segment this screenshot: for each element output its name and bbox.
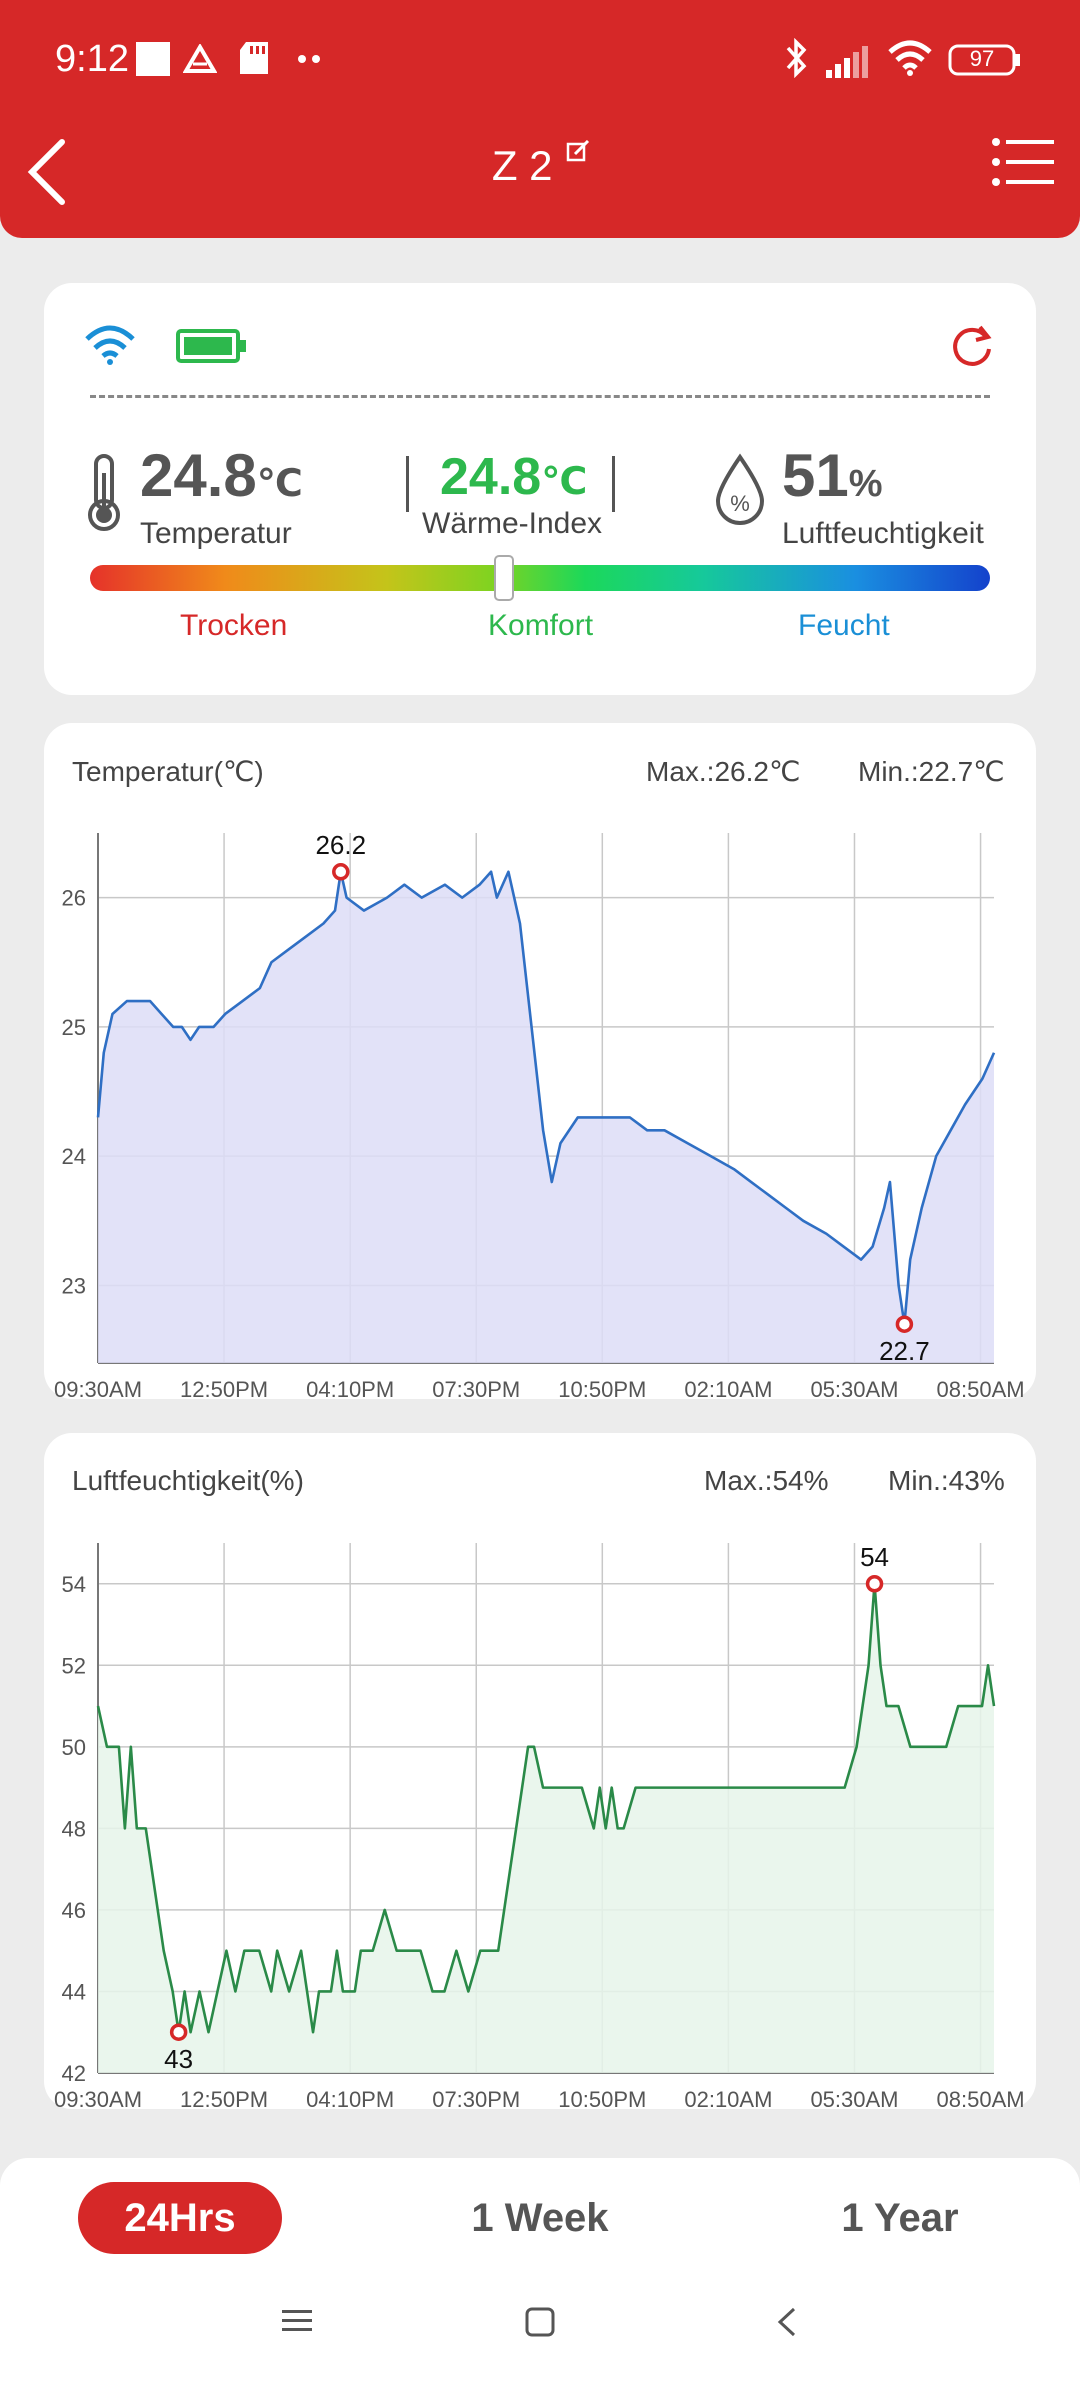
min-label: 43 — [164, 2044, 193, 2074]
y-tick-label: 44 — [62, 1979, 86, 2004]
separator — [406, 456, 409, 512]
max-label: 26.2 — [315, 830, 366, 860]
tab-24hrs[interactable]: 24Hrs — [78, 2182, 282, 2254]
drive-icon — [182, 43, 218, 79]
x-tick-label: 04:10PM — [306, 1377, 394, 1399]
humidity-chart-card: Luftfeuchtigkeit(%) Max.:54% Min.:43% 09… — [44, 1433, 1036, 2109]
x-tick-label: 12:50PM — [180, 2087, 268, 2109]
humidity-chart: 09:30AM 12:50PM 04:10PM 07:30PM 10:50PM 02:10… — [54, 1542, 1025, 2109]
tab-1-week[interactable]: 1 Week — [471, 2196, 609, 2240]
battery-level: 97 — [969, 46, 995, 71]
y-tick-label: 24 — [62, 1144, 86, 1169]
separator — [612, 456, 615, 512]
page-title-text: Z 2 — [491, 142, 553, 189]
scale-label-dry: Trocken — [180, 609, 288, 642]
dots-icon — [298, 52, 322, 70]
chart-min: Min.:22.7℃ — [858, 756, 1005, 787]
edit-icon[interactable] — [566, 126, 590, 173]
humidity-value: 51% — [782, 442, 883, 509]
humidity-label: Luftfeuchtigkeit — [782, 517, 984, 550]
y-tick-label: 54 — [62, 1572, 86, 1597]
max-label: 54 — [860, 1542, 889, 1572]
thermometer-icon — [84, 453, 124, 538]
temperature-chart: 09:30AM 12:50PM 04:10PM 07:30PM 10:50PM 02:10… — [54, 830, 1025, 1399]
back-arrow-icon[interactable] — [22, 132, 72, 217]
y-tick-label: 25 — [62, 1015, 86, 1040]
chart-title: Temperatur(℃) — [72, 756, 264, 787]
y-tick-label: 52 — [62, 1653, 86, 1678]
min-marker — [895, 1315, 914, 1333]
bluetooth-icon — [782, 37, 810, 83]
y-tick-label: 23 — [62, 1273, 86, 1298]
home-icon[interactable] — [524, 2306, 556, 2343]
temperature-chart-card: Temperatur(℃) Max.:26.2℃ Min.:22.7℃ 09:3… — [44, 723, 1036, 1399]
humidity-drop-icon: % — [712, 453, 768, 534]
y-tick-label: 42 — [62, 2061, 86, 2086]
heat-index-value: 24.8℃ — [440, 448, 588, 506]
y-tick-label: 48 — [62, 1816, 86, 1841]
menu-icon[interactable] — [280, 2306, 314, 2341]
series-line — [96, 1582, 996, 2034]
svg-text:%: % — [730, 491, 750, 516]
x-tick-label: 10:50PM — [558, 1377, 646, 1399]
x-tick-label: 02:10AM — [684, 1377, 772, 1399]
tab-1-year[interactable]: 1 Year — [841, 2196, 959, 2240]
y-tick-label: 50 — [62, 1735, 86, 1760]
x-tick-label: 10:50PM — [558, 2087, 646, 2109]
wifi-icon — [888, 40, 932, 81]
scale-label-comfort: Komfort — [488, 609, 594, 642]
back-icon[interactable] — [774, 2306, 800, 2343]
x-tick-label: 05:30AM — [810, 2087, 898, 2109]
series-area — [98, 1583, 994, 2073]
status-time: 9:12 — [55, 38, 129, 80]
scale-label-humid: Feucht — [798, 609, 890, 642]
range-tab-bar: 24Hrs 1 Week 1 Year — [0, 2158, 1080, 2400]
x-tick-label: 02:10AM — [684, 2087, 772, 2109]
chart-min: Min.:43% — [888, 1465, 1005, 1496]
x-tick-label: 07:30PM — [432, 1377, 520, 1399]
status-bar: 9:12 97 — [0, 0, 1080, 120]
x-tick-label: 08:50AM — [937, 2087, 1025, 2109]
min-marker — [169, 2023, 188, 2041]
temperature-label: Temperatur — [140, 517, 292, 550]
x-tick-label: 04:10PM — [306, 2087, 394, 2109]
sd-card-icon — [240, 42, 268, 79]
chart-title: Luftfeuchtigkeit(%) — [72, 1465, 304, 1496]
min-label: 22.7 — [879, 1336, 930, 1366]
x-tick-label: 07:30PM — [432, 2087, 520, 2109]
refresh-icon[interactable] — [948, 323, 996, 376]
square-icon — [136, 42, 170, 81]
chart-max: Max.:26.2℃ — [646, 756, 801, 787]
app-header: 9:12 97 Z 2 — [0, 0, 1080, 238]
max-marker — [865, 1575, 884, 1593]
battery-icon — [176, 329, 248, 368]
wifi-icon — [84, 325, 136, 370]
x-tick-label: 09:30AM — [54, 1377, 142, 1399]
chart-max: Max.:54% — [704, 1465, 829, 1496]
heat-index-label: Wärme-Index — [422, 507, 603, 540]
x-tick-label: 08:50AM — [937, 1377, 1025, 1399]
comfort-scale-indicator — [494, 555, 514, 601]
temperature-value: 24.8℃ — [140, 442, 303, 509]
signal-icon — [826, 44, 876, 83]
page-title[interactable]: Z 2 — [0, 139, 1080, 190]
x-tick-label: 09:30AM — [54, 2087, 142, 2109]
menu-icon[interactable] — [990, 132, 1056, 197]
max-marker — [332, 863, 350, 881]
x-tick-label: 05:30AM — [810, 1377, 898, 1399]
current-readings-card: 24.8℃ Temperatur 24.8℃ Wärme-Index % 51%… — [44, 283, 1036, 695]
x-tick-label: 12:50PM — [180, 1377, 268, 1399]
comfort-scale-bar — [90, 565, 990, 591]
y-tick-label: 26 — [62, 886, 86, 911]
nav-bar: Z 2 — [0, 120, 1080, 230]
series-line — [96, 870, 996, 1326]
divider — [90, 395, 990, 398]
y-tick-label: 46 — [62, 1898, 86, 1923]
series-area — [98, 871, 994, 1363]
battery-icon: 97 — [948, 44, 1022, 81]
